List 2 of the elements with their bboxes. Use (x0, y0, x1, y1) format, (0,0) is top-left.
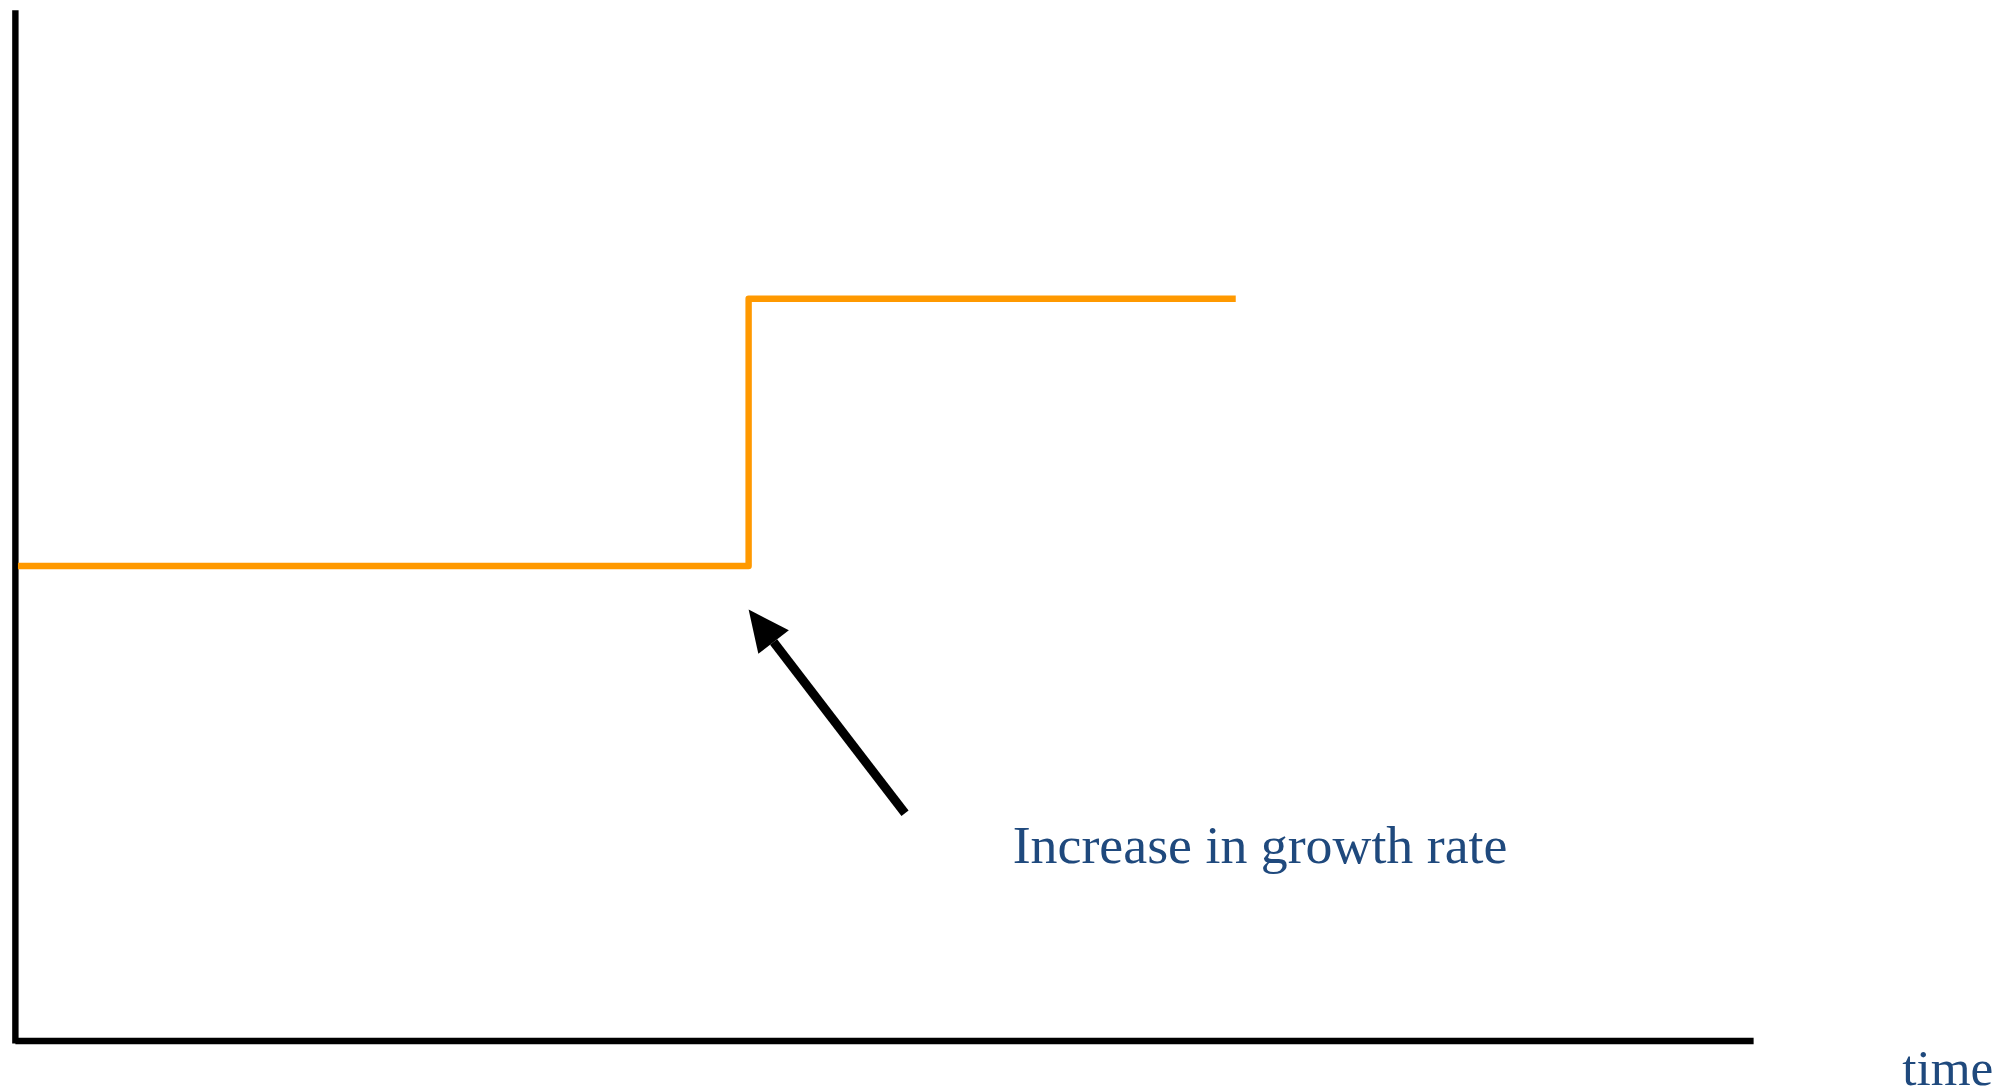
x-axis-title: time (1902, 1038, 1994, 1091)
annotation: Increase in growth rate (1012, 814, 1508, 875)
